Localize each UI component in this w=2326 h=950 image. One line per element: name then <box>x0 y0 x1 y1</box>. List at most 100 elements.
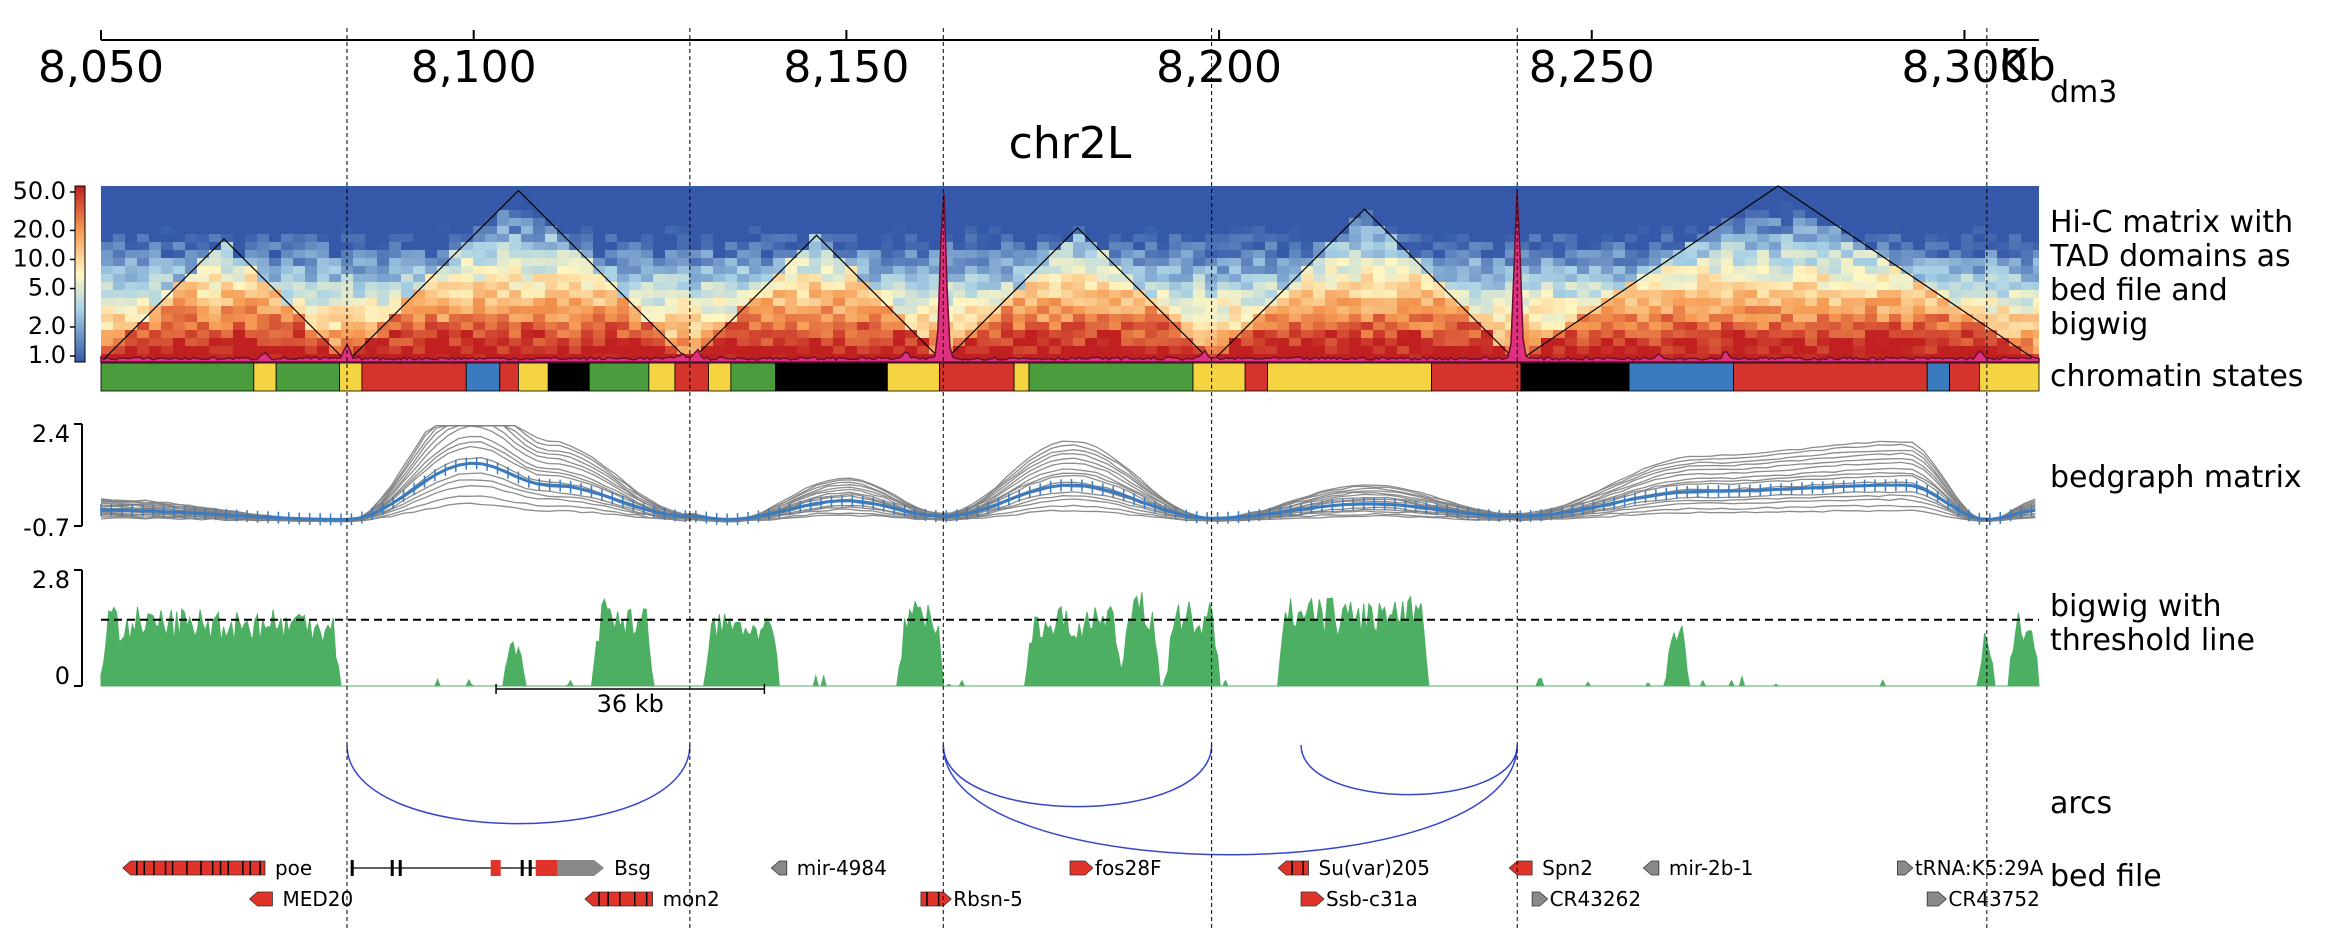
hic-cell <box>1193 330 1206 339</box>
hic-cell <box>1217 186 1230 195</box>
hic-cell <box>401 266 414 275</box>
hic-cell <box>1697 354 1710 362</box>
hic-cell <box>1589 322 1602 331</box>
hic-cell <box>365 234 378 243</box>
hic-cell <box>1601 290 1614 299</box>
hic-cell <box>449 330 462 339</box>
hic-cell <box>101 186 114 195</box>
hic-cell <box>989 266 1002 275</box>
hic-cell <box>461 218 474 227</box>
gene-name: mir-2b-1 <box>1669 856 1754 880</box>
hic-cell <box>1385 266 1398 275</box>
hic-cell <box>2021 346 2034 355</box>
hic-cell <box>137 194 150 203</box>
hic-cell <box>965 186 978 195</box>
hic-cell <box>857 250 870 259</box>
hic-cell <box>1721 346 1734 355</box>
hic-cell <box>713 346 726 355</box>
hic-cell <box>161 338 174 347</box>
hic-cell <box>917 282 930 291</box>
hic-cell <box>1205 226 1218 235</box>
hic-cell <box>1865 218 1878 227</box>
hic-cell <box>437 282 450 291</box>
hic-cell <box>1553 282 1566 291</box>
hic-cell <box>1937 202 1950 211</box>
hic-cell <box>1913 186 1926 195</box>
hic-cell <box>533 330 546 339</box>
tad-triangle <box>100 238 348 363</box>
hic-cell <box>1121 202 1134 211</box>
hic-cell <box>257 282 270 291</box>
hic-cell <box>989 194 1002 203</box>
chromatin-state-segment <box>1028 362 1194 392</box>
hic-cell <box>785 194 798 203</box>
hic-cell <box>653 274 666 283</box>
hic-cell <box>833 266 846 275</box>
hic-cell <box>1049 298 1062 307</box>
hic-cell <box>317 226 330 235</box>
hic-cell <box>101 298 114 307</box>
hic-cell <box>881 306 894 315</box>
hic-cell <box>1925 250 1938 259</box>
hic-cell <box>1241 298 1254 307</box>
hic-cell <box>257 338 270 347</box>
hic-cell <box>1841 242 1854 251</box>
hic-cell <box>677 282 690 291</box>
hic-cell <box>869 194 882 203</box>
hic-cell <box>1973 258 1986 267</box>
hic-cell <box>1505 202 1518 211</box>
hic-cell <box>365 194 378 203</box>
hic-cell <box>1709 306 1722 315</box>
hic-cell <box>893 330 906 339</box>
hic-cell <box>173 250 186 259</box>
hic-cell <box>125 314 138 323</box>
hic-cell <box>1145 258 1158 267</box>
hic-cell <box>473 218 486 227</box>
hic-cell <box>1889 258 1902 267</box>
hic-cell <box>1769 298 1782 307</box>
hic-cell <box>1373 242 1386 251</box>
hic-cell <box>1733 242 1746 251</box>
hic-cell <box>1997 306 2010 315</box>
hic-cell <box>245 290 258 299</box>
hic-cell <box>1397 330 1410 339</box>
hic-cell <box>1901 210 1914 219</box>
hic-cell <box>497 226 510 235</box>
hic-cell <box>545 242 558 251</box>
hic-cell <box>317 290 330 299</box>
hic-cell <box>1001 258 1014 267</box>
hic-cell <box>1637 346 1650 355</box>
hic-cell <box>881 298 894 307</box>
hic-cell <box>1829 258 1842 267</box>
hic-cell <box>821 226 834 235</box>
hic-cell <box>1433 298 1446 307</box>
hic-cell <box>1313 242 1326 251</box>
hic-cell <box>509 274 522 283</box>
hic-cell <box>725 314 738 323</box>
hic-cell <box>1469 354 1482 362</box>
hic-cell <box>701 226 714 235</box>
hic-cell <box>1493 242 1506 251</box>
hic-cell <box>1361 330 1374 339</box>
hic-cell <box>905 266 918 275</box>
hic-cell <box>2033 202 2039 211</box>
hic-cell <box>1109 346 1122 355</box>
hic-cell <box>773 330 786 339</box>
hic-cell <box>413 346 426 355</box>
hic-cell <box>905 322 918 331</box>
hic-cell <box>1289 194 1302 203</box>
hic-cell <box>413 218 426 227</box>
hic-cell <box>1013 338 1026 347</box>
hic-cell <box>1097 234 1110 243</box>
hic-cell <box>1589 290 1602 299</box>
hic-cell <box>1697 290 1710 299</box>
hic-cell <box>557 186 570 195</box>
hic-cell <box>953 322 966 331</box>
hic-cell <box>437 338 450 347</box>
hic-cell <box>317 338 330 347</box>
hic-cell <box>1853 186 1866 195</box>
hic-cell <box>629 250 642 259</box>
hic-cell <box>317 258 330 267</box>
hic-cell <box>1625 266 1638 275</box>
hic-cell <box>665 242 678 251</box>
